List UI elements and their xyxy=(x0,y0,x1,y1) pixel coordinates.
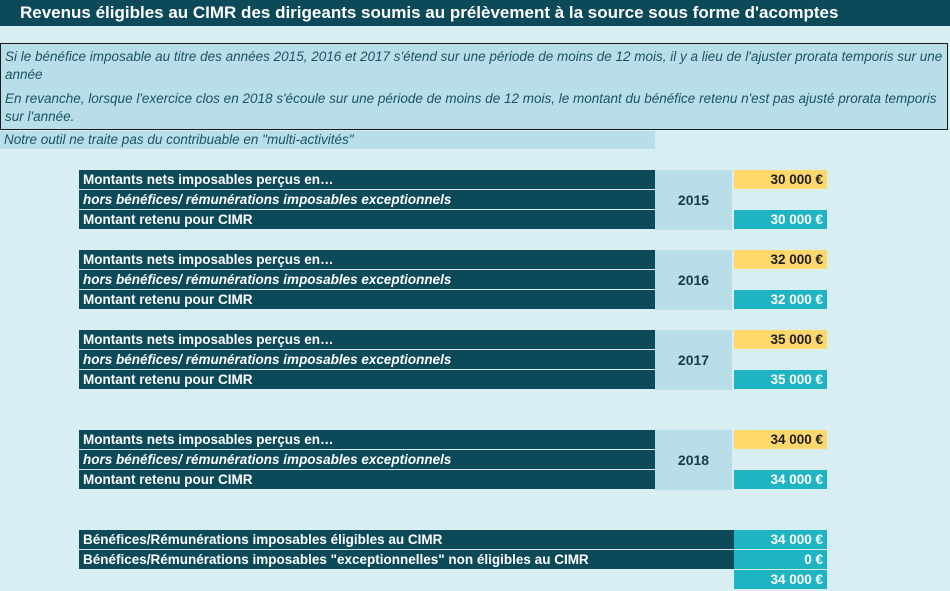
page-title: Revenus éligibles au CIMR des dirigeants… xyxy=(0,0,950,26)
year-cell-2015: 2015 xyxy=(655,170,732,230)
retained-amount-2018: 34 000 € xyxy=(734,470,827,489)
label-retenu-2016: Montant retenu pour CIMR xyxy=(79,290,655,310)
label-hors-2017: hors bénéfices/ rémunérations imposables… xyxy=(79,350,655,370)
retained-amount-2015: 30 000 € xyxy=(734,210,827,229)
label-nets-2015: Montants nets imposables perçus en… xyxy=(79,170,655,190)
label-nets-2018: Montants nets imposables perçus en… xyxy=(79,430,655,450)
exception-amount: 0 € xyxy=(734,550,827,569)
label-retenu-2018: Montant retenu pour CIMR xyxy=(79,470,655,490)
total-amount: 34 000 € xyxy=(734,570,827,589)
year-cell-2018: 2018 xyxy=(655,430,732,490)
note-paragraph-1: Si le bénéfice imposable au titre des an… xyxy=(5,49,943,82)
input-amount-2015[interactable]: 30 000 € xyxy=(734,170,827,189)
info-box: Si le bénéfice imposable au titre des an… xyxy=(0,43,948,130)
retained-amount-2017: 35 000 € xyxy=(734,370,827,389)
label-hors-2015: hors bénéfices/ rémunérations imposables… xyxy=(79,190,655,210)
label-nets-2017: Montants nets imposables perçus en… xyxy=(79,330,655,350)
note-paragraph-2: En revanche, lorsque l'exercice clos en … xyxy=(5,91,937,124)
label-retenu-2017: Montant retenu pour CIMR xyxy=(79,370,655,390)
input-amount-2016[interactable]: 32 000 € xyxy=(734,250,827,269)
retained-amount-2016: 32 000 € xyxy=(734,290,827,309)
eligible-amount: 34 000 € xyxy=(734,530,827,549)
label-retenu-2015: Montant retenu pour CIMR xyxy=(79,210,655,230)
label-exceptionnelles: Bénéfices/Rémunérations imposables "exce… xyxy=(79,550,734,570)
label-eligible: Bénéfices/Rémunérations imposables éligi… xyxy=(79,530,734,550)
input-amount-2017[interactable]: 35 000 € xyxy=(734,330,827,349)
note-paragraph-3: Notre outil ne traite pas du contribuabl… xyxy=(0,131,655,149)
label-hors-2018: hors bénéfices/ rémunérations imposables… xyxy=(79,450,655,470)
year-cell-2017: 2017 xyxy=(655,330,732,390)
label-nets-2016: Montants nets imposables perçus en… xyxy=(79,250,655,270)
input-amount-2018[interactable]: 34 000 € xyxy=(734,430,827,449)
year-cell-2016: 2016 xyxy=(655,250,732,310)
label-hors-2016: hors bénéfices/ rémunérations imposables… xyxy=(79,270,655,290)
